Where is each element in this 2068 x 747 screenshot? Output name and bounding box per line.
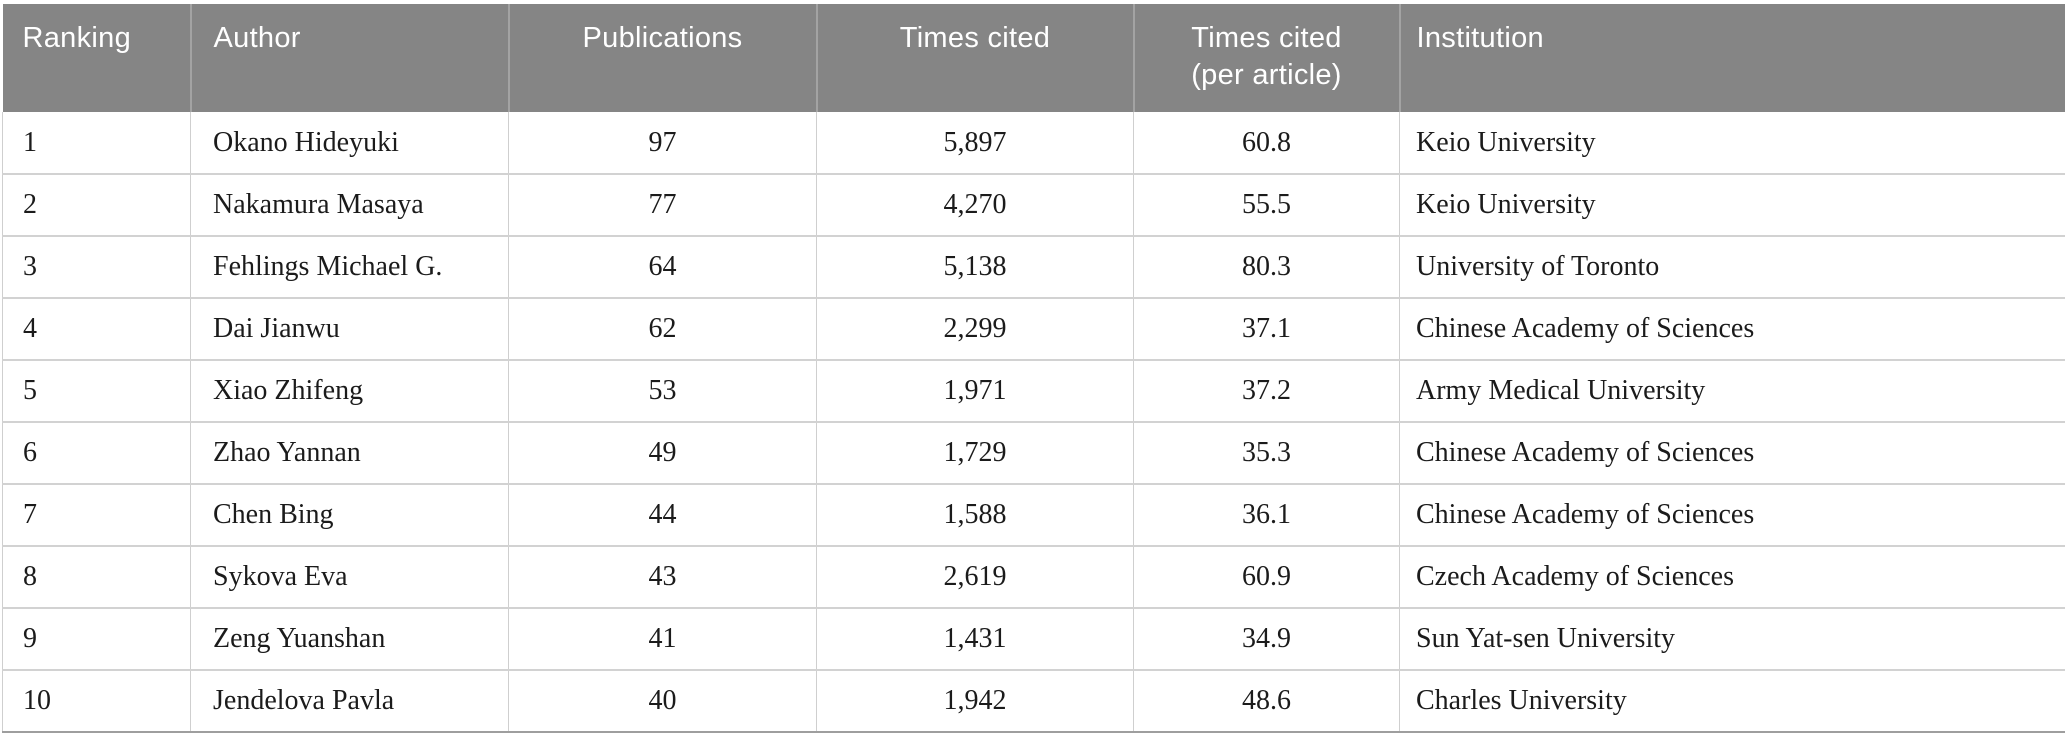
authors-ranking-table: Ranking Author Publications Times cited …	[2, 4, 2065, 733]
cell-times-cited: 1,942	[816, 670, 1134, 733]
column-header-publications: Publications	[507, 4, 817, 112]
cell-times-cited: 1,729	[816, 422, 1134, 485]
cell-times-cited: 1,588	[816, 484, 1134, 547]
cell-times-cited: 1,431	[816, 608, 1134, 671]
cell-times-cited: 5,897	[816, 112, 1134, 175]
cell-times-cited-per-article: 60.8	[1133, 112, 1400, 175]
cell-ranking: 7	[2, 484, 191, 547]
cell-times-cited: 2,299	[816, 298, 1134, 361]
cell-publications: 43	[508, 546, 817, 609]
cell-ranking: 3	[2, 236, 191, 299]
table-row: 6 Zhao Yannan 49 1,729 35.3 Chinese Acad…	[2, 422, 2065, 485]
cell-institution: Czech Academy of Sciences	[1399, 546, 2065, 609]
cell-author: Xiao Zhifeng	[190, 360, 509, 423]
cell-ranking: 5	[2, 360, 191, 423]
cell-institution: Keio University	[1399, 174, 2065, 237]
cell-ranking: 4	[2, 298, 191, 361]
cell-institution: University of Toronto	[1399, 236, 2065, 299]
table-row: 3 Fehlings Michael G. 64 5,138 80.3 Univ…	[2, 236, 2065, 299]
cell-times-cited-per-article: 34.9	[1133, 608, 1400, 671]
cell-ranking: 10	[2, 670, 191, 733]
table-row: 1 Okano Hideyuki 97 5,897 60.8 Keio Univ…	[2, 112, 2065, 175]
table-row: 5 Xiao Zhifeng 53 1,971 37.2 Army Medica…	[2, 360, 2065, 423]
cell-times-cited-per-article: 60.9	[1133, 546, 1400, 609]
cell-institution: Chinese Academy of Sciences	[1399, 298, 2065, 361]
cell-author: Chen Bing	[190, 484, 509, 547]
table-row: 8 Sykova Eva 43 2,619 60.9 Czech Academy…	[2, 546, 2065, 609]
cell-publications: 44	[508, 484, 817, 547]
column-header-times-cited-per-article: Times cited (per article)	[1132, 4, 1400, 112]
cell-times-cited: 4,270	[816, 174, 1134, 237]
cell-ranking: 8	[2, 546, 191, 609]
cell-publications: 40	[508, 670, 817, 733]
cell-times-cited-per-article: 37.2	[1133, 360, 1400, 423]
cell-times-cited-per-article: 55.5	[1133, 174, 1400, 237]
cell-author: Dai Jianwu	[190, 298, 509, 361]
cell-ranking: 6	[2, 422, 191, 485]
cell-times-cited-per-article: 35.3	[1133, 422, 1400, 485]
cell-institution: Army Medical University	[1399, 360, 2065, 423]
cell-ranking: 1	[2, 112, 191, 175]
cell-times-cited-per-article: 36.1	[1133, 484, 1400, 547]
cell-author: Fehlings Michael G.	[190, 236, 509, 299]
cell-institution: Keio University	[1399, 112, 2065, 175]
cell-author: Jendelova Pavla	[190, 670, 509, 733]
cell-times-cited: 1,971	[816, 360, 1134, 423]
table-row: 2 Nakamura Masaya 77 4,270 55.5 Keio Uni…	[2, 174, 2065, 237]
column-header-author: Author	[189, 4, 509, 112]
cell-author: Zhao Yannan	[190, 422, 509, 485]
table-row: 9 Zeng Yuanshan 41 1,431 34.9 Sun Yat-se…	[2, 608, 2065, 671]
cell-institution: Sun Yat-sen University	[1399, 608, 2065, 671]
cell-institution: Charles University	[1399, 670, 2065, 733]
column-header-institution: Institution	[1398, 4, 2065, 112]
cell-times-cited-per-article: 48.6	[1133, 670, 1400, 733]
cell-publications: 53	[508, 360, 817, 423]
cell-times-cited-per-article: 37.1	[1133, 298, 1400, 361]
cell-times-cited: 2,619	[816, 546, 1134, 609]
cell-publications: 49	[508, 422, 817, 485]
cell-ranking: 2	[2, 174, 191, 237]
cell-author: Okano Hideyuki	[190, 112, 509, 175]
cell-times-cited-per-article: 80.3	[1133, 236, 1400, 299]
table-row: 4 Dai Jianwu 62 2,299 37.1 Chinese Acade…	[2, 298, 2065, 361]
cell-author: Sykova Eva	[190, 546, 509, 609]
cell-author: Nakamura Masaya	[190, 174, 509, 237]
cell-ranking: 9	[2, 608, 191, 671]
cell-institution: Chinese Academy of Sciences	[1399, 422, 2065, 485]
cell-publications: 41	[508, 608, 817, 671]
cell-publications: 97	[508, 112, 817, 175]
cell-publications: 64	[508, 236, 817, 299]
table-row: 7 Chen Bing 44 1,588 36.1 Chinese Academ…	[2, 484, 2065, 547]
cell-author: Zeng Yuanshan	[190, 608, 509, 671]
table-row: 10 Jendelova Pavla 40 1,942 48.6 Charles…	[2, 670, 2065, 733]
cell-institution: Chinese Academy of Sciences	[1399, 484, 2065, 547]
cell-publications: 62	[508, 298, 817, 361]
cell-times-cited: 5,138	[816, 236, 1134, 299]
cell-publications: 77	[508, 174, 817, 237]
column-header-ranking: Ranking	[2, 4, 191, 112]
column-header-times-cited: Times cited	[815, 4, 1134, 112]
header-row: Ranking Author Publications Times cited …	[2, 4, 2065, 112]
